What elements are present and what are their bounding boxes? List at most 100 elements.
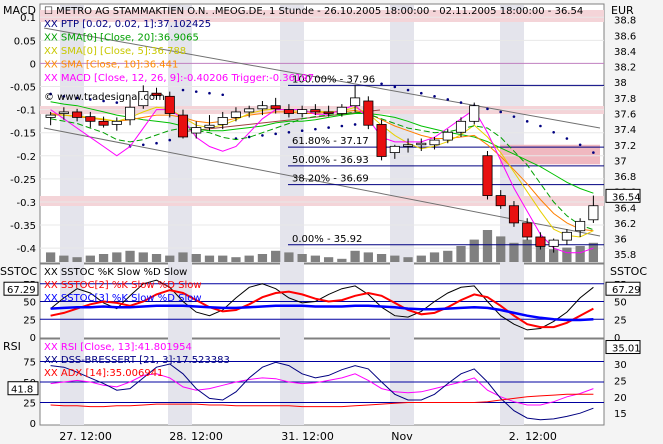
volume-bar-21 — [323, 257, 334, 262]
series-line-4 — [50, 104, 594, 254]
stoch-marker-left: 67.29 — [7, 285, 36, 296]
volume-bar-36 — [522, 239, 532, 262]
price-legend-3: XX SMA [Close, 10]:36.441 — [44, 60, 178, 71]
candle-body-41 — [588, 205, 599, 221]
x-axis-label-4: 31. — [281, 430, 299, 443]
session-band-3 — [390, 5, 414, 425]
ptp-point-17 — [274, 132, 277, 136]
fib-label-0: 100.00% - 37.96 — [292, 74, 375, 85]
zone-band-top — [40, 10, 604, 22]
candle-body-31 — [455, 120, 467, 133]
candle-body-17 — [270, 105, 281, 110]
volume-bar-25 — [376, 254, 387, 262]
volume-bar-16 — [257, 254, 268, 262]
trend-line-2 — [43, 127, 601, 237]
candle-body-20 — [310, 109, 321, 113]
ptp-point-34 — [499, 110, 503, 114]
volume-bar-35 — [509, 242, 519, 262]
candle-body-18 — [283, 109, 294, 114]
volume-bar-11 — [191, 254, 201, 262]
candle-body-9 — [164, 95, 175, 114]
rsi-tick-left-2: 25 — [23, 399, 36, 410]
x-axis-label-8: 12:00 — [525, 430, 557, 443]
rsi-tick-left-0: 75 — [23, 358, 36, 369]
volume-bar-8 — [151, 254, 162, 262]
stoch-legend-1: XX SSTOC[2] %K Slow %D Slow — [44, 280, 202, 291]
eur-tick-7: 37.4 — [614, 125, 636, 136]
volume-bar-37 — [535, 246, 546, 262]
volume-bar-29 — [429, 252, 440, 262]
volume-bar-4 — [98, 254, 109, 262]
trend-line-1 — [43, 27, 601, 129]
ptp-point-39 — [565, 137, 569, 140]
candle-body-19 — [297, 109, 308, 114]
volume-bar-28 — [416, 255, 426, 262]
adx-marker-right-box — [605, 340, 641, 355]
volume-bar-5 — [112, 252, 122, 262]
rsi-legend-2: XX ADX [14]:35.006941 — [44, 368, 163, 379]
ptp-point-21 — [327, 126, 330, 129]
candle-body-35 — [508, 205, 519, 224]
candle-body-39 — [561, 231, 572, 241]
series-line-5 — [50, 111, 594, 231]
ptp-point-9 — [168, 138, 172, 142]
x-axis-label-7: 2. — [509, 430, 520, 443]
stoch-marker-right-box — [605, 281, 641, 296]
eur-tick-0: 38.8 — [614, 16, 636, 27]
volume-bar-12 — [204, 255, 215, 262]
series-line-0 — [50, 101, 594, 194]
ptp-point-25 — [380, 82, 383, 86]
eur-tick-2: 38.4 — [614, 47, 636, 58]
adx-marker-right: 35.01 — [612, 344, 641, 355]
eur-tick-9: 37 — [614, 156, 627, 167]
adx-tick-right-3: 15 — [614, 409, 627, 420]
ptp-point-26 — [393, 85, 397, 89]
macd-tick-4: -0.1 — [16, 106, 36, 117]
macd-tick-6: -0.2 — [16, 152, 36, 163]
chart-title: ☐ METRO AG STAMMAKTIEN O.N. .MEOG.DE, 1 … — [44, 6, 583, 17]
x-axis-label-2: 28. — [169, 430, 187, 443]
volume-bar-20 — [310, 255, 321, 262]
candle-body-13 — [217, 117, 228, 125]
adx-tick-right-2: 20 — [614, 393, 627, 404]
candle-body-5 — [111, 120, 122, 125]
candle-body-8 — [151, 92, 162, 96]
eur-tick-12: 36.4 — [614, 203, 636, 214]
price-legend-1: XX SMA[0] [Close, 20]:36.9065 — [44, 33, 199, 44]
x-axis-label-6: Nov — [391, 430, 413, 443]
candle-body-22 — [336, 106, 347, 114]
ptp-point-30 — [446, 98, 450, 101]
volume-bar-18 — [284, 252, 294, 262]
ptp-point-13 — [221, 93, 225, 97]
stoch-tick-left-1: 50 — [23, 298, 36, 309]
ptp-point-28 — [419, 91, 423, 95]
series-line-2 — [50, 106, 594, 238]
stoch-line-0 — [50, 279, 594, 331]
stoch-legend-0: XX SSTOC %K Slow %D Slow — [44, 267, 187, 278]
ptp-point-38 — [552, 130, 555, 134]
candle-body-3 — [85, 116, 96, 122]
candle-body-34 — [495, 195, 506, 207]
macd-tick-1: 0.05 — [14, 36, 36, 47]
macd-tick-8: -0.3 — [16, 198, 36, 209]
candle-body-30 — [442, 131, 453, 141]
macd-tick-7: -0.25 — [10, 175, 36, 186]
macd-tick-3: -0.05 — [10, 83, 36, 94]
volume-bar-7 — [138, 252, 148, 262]
eur-tick-15: 35.8 — [614, 250, 636, 261]
eur-tick-6: 37.6 — [614, 110, 636, 121]
candle-body-23 — [350, 97, 361, 107]
eur-tick-10: 36.8 — [614, 172, 636, 183]
volume-bar-23 — [350, 250, 360, 262]
macd-tick-10: -0.4 — [16, 244, 36, 255]
candle-body-6 — [125, 106, 136, 121]
macd-tick-2: 0 — [30, 59, 36, 70]
candle-body-15 — [244, 108, 255, 113]
volume-bar-9 — [165, 255, 175, 262]
candle-body-33 — [482, 155, 493, 196]
volume-bar-3 — [85, 255, 95, 262]
eur-tick-1: 38.6 — [614, 31, 636, 42]
rsi-line-1 — [50, 361, 594, 421]
ptp-point-31 — [459, 101, 463, 104]
